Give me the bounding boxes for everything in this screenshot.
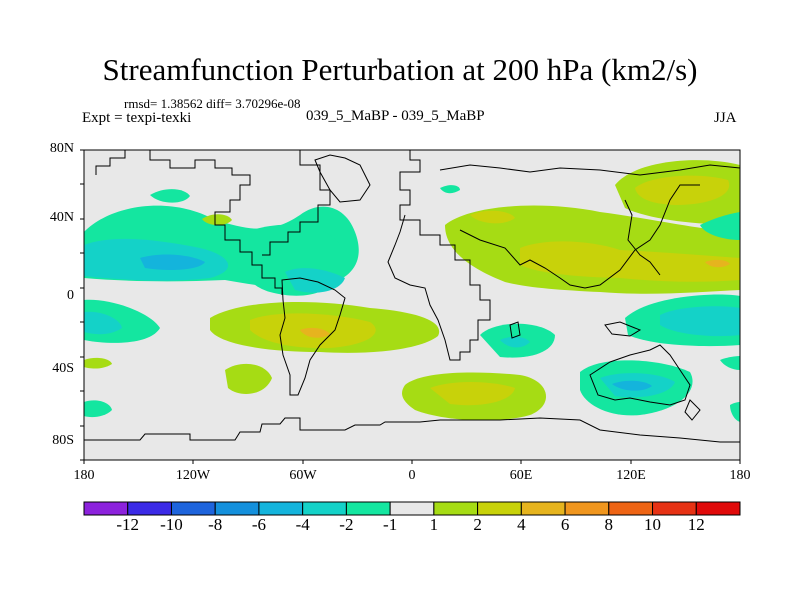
- anomaly-right-edge-2: [720, 356, 740, 370]
- case-subtitle: 039_5_MaBP - 039_5_MaBP: [306, 108, 485, 124]
- colorbar-swatch: [258, 501, 304, 516]
- anomaly-eurasia-mid: [520, 241, 740, 282]
- anomaly-n-pacific-small: [150, 189, 190, 203]
- colorbar-swatch: [695, 501, 741, 516]
- coastline-africa-europe: [387, 150, 491, 361]
- coastline-asia: [439, 164, 740, 289]
- lon-tick-60w: 60W: [289, 468, 317, 483]
- anomaly-madagascar-core: [500, 336, 530, 348]
- lon-tick-120w: 120W: [175, 468, 211, 483]
- colorbar-swatch: [520, 501, 566, 516]
- anomaly-n-atlantic-mid: [285, 268, 345, 293]
- colorbar-label: 10: [644, 515, 662, 534]
- colorbar-swatch: [302, 501, 347, 516]
- lat-tick-0: 0: [67, 288, 74, 303]
- anomaly-eurasia-west-core: [470, 210, 515, 224]
- coastline-madagascar: [509, 321, 521, 339]
- colorbar-label: 2: [473, 515, 482, 534]
- colorbar-swatch: [433, 501, 479, 516]
- coastline-antarctica: [84, 417, 740, 443]
- colorbar-swatch: [564, 501, 610, 516]
- anomaly-trop-pacific-mid: [84, 311, 122, 335]
- lon-tick-180e: 180: [729, 468, 751, 483]
- coastline-north-america: [95, 150, 331, 295]
- lon-tick-120e: 120E: [616, 468, 646, 483]
- axis-ticks: [80, 149, 741, 464]
- coastline-east-asia: [624, 199, 661, 276]
- colorbar-swatch: [83, 501, 129, 516]
- colorbar-label: -1: [383, 515, 398, 534]
- anomaly-arctic-small: [440, 185, 460, 194]
- colorbar-swatch: [608, 501, 654, 516]
- rmsd-diff-stats: rmsd= 1.38562 diff= 3.70296e-08: [124, 96, 301, 111]
- lat-tick-40n: 40N: [49, 210, 74, 225]
- coastline-south-america: [279, 277, 346, 396]
- colorbar-label: -8: [208, 515, 223, 534]
- colorbar-label: -10: [160, 515, 183, 534]
- colorbar-swatch: [345, 501, 391, 516]
- colorbar-label: 6: [560, 515, 570, 534]
- colorbar-label: 4: [517, 515, 526, 534]
- anomaly-left-small-2: [84, 400, 112, 418]
- lon-tick-60e: 60E: [509, 468, 533, 483]
- experiment-label: Expt = texpi-texki: [82, 110, 192, 126]
- colorbar-label: 1: [429, 515, 439, 534]
- contour-fills: [84, 160, 740, 422]
- anomaly-left-small-1: [84, 357, 112, 369]
- anomaly-w-pacific-core: [705, 259, 730, 268]
- plot-title: Streamfunction Perturbation at 200 hPa (…: [102, 52, 698, 87]
- colorbar-swatch: [389, 501, 435, 516]
- colorbar-label: -6: [251, 515, 267, 534]
- colorbar: [83, 501, 741, 516]
- lon-tick-0: 0: [408, 468, 416, 483]
- colorbar-swatch: [170, 501, 216, 516]
- colorbar-label: 12: [687, 515, 705, 534]
- coastline-new-zealand: [684, 399, 701, 421]
- coastlines: [84, 150, 740, 443]
- anomaly-se-pacific: [225, 363, 272, 394]
- colorbar-swatch: [477, 501, 522, 516]
- anomaly-right-edge-1: [700, 212, 740, 240]
- coastline-australia: [589, 344, 691, 406]
- anomaly-right-edge-3: [730, 402, 740, 422]
- colorbar-swatch: [214, 501, 260, 516]
- colorbar-label: 8: [604, 515, 614, 534]
- colorbar-swatch: [127, 501, 172, 516]
- lat-tick-80n: 80N: [49, 141, 74, 156]
- lat-tick-80s: 80S: [52, 433, 74, 448]
- anomaly-s-africa-mid: [430, 382, 515, 406]
- colorbar-swatch: [652, 501, 697, 516]
- anomaly-n-pacific-core: [140, 254, 205, 270]
- season-label: JJA: [714, 110, 737, 126]
- lat-tick-40s: 40S: [52, 361, 74, 376]
- lon-tick-180w: 180: [73, 468, 95, 483]
- coastline-indonesia: [604, 321, 642, 337]
- anomaly-ne-asia-mid: [635, 175, 730, 205]
- colorbar-label: -4: [295, 515, 310, 534]
- coastline-greenland: [314, 154, 371, 203]
- anomaly-s-america-core: [300, 327, 330, 338]
- colorbar-label: -2: [339, 515, 354, 534]
- anomaly-n-america-small: [202, 214, 232, 226]
- colorbar-label: -12: [116, 515, 140, 534]
- anomaly-w-pacific-mid: [660, 306, 740, 337]
- anomaly-australia-core: [612, 380, 652, 391]
